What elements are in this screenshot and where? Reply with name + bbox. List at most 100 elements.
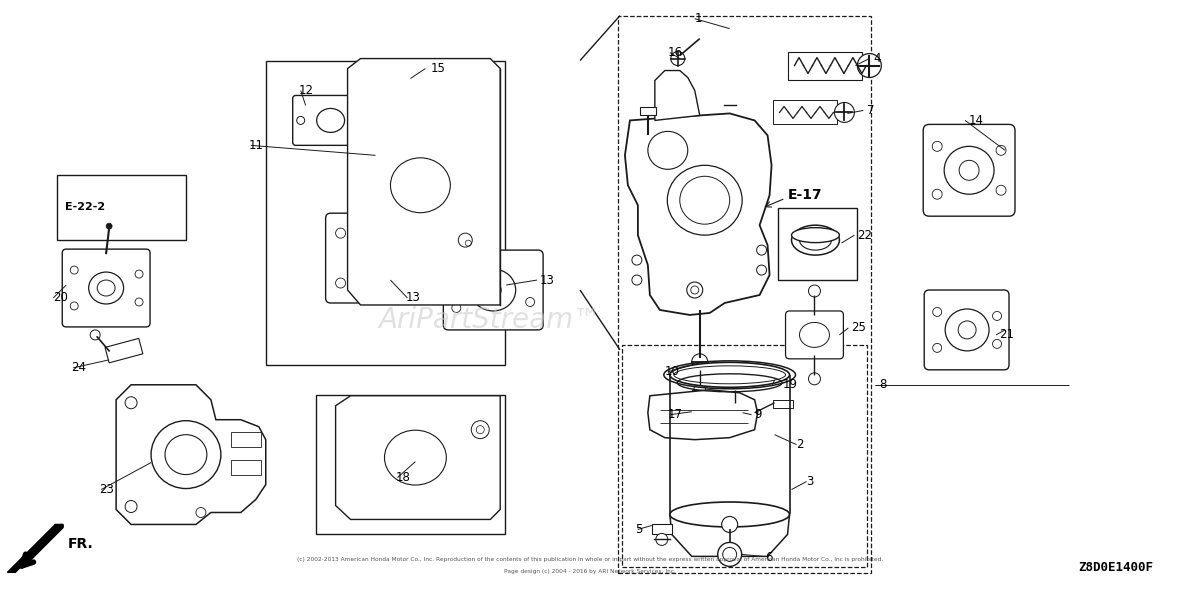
Text: 15: 15: [431, 62, 445, 75]
Circle shape: [632, 275, 642, 285]
Circle shape: [71, 302, 78, 310]
Text: 14: 14: [969, 114, 984, 127]
Circle shape: [335, 228, 346, 238]
Polygon shape: [625, 113, 772, 315]
Circle shape: [90, 330, 100, 340]
Circle shape: [428, 133, 437, 142]
Circle shape: [996, 145, 1007, 155]
Text: E-22-2: E-22-2: [65, 202, 105, 212]
Ellipse shape: [792, 228, 839, 242]
Bar: [787, 51, 863, 80]
Circle shape: [452, 267, 461, 277]
Text: 23: 23: [99, 483, 114, 496]
Circle shape: [428, 169, 437, 178]
Text: 24: 24: [71, 361, 86, 374]
Text: 4: 4: [873, 52, 880, 65]
Circle shape: [359, 169, 368, 178]
Ellipse shape: [670, 362, 789, 387]
Polygon shape: [348, 58, 500, 305]
Text: 6: 6: [766, 551, 773, 564]
FancyBboxPatch shape: [786, 311, 844, 359]
Circle shape: [135, 270, 143, 278]
Text: 25: 25: [852, 322, 866, 335]
Text: 10: 10: [664, 365, 680, 378]
Polygon shape: [648, 390, 758, 440]
Circle shape: [722, 516, 738, 532]
Bar: [618, 16, 871, 573]
Circle shape: [756, 265, 767, 275]
Circle shape: [932, 307, 942, 316]
Ellipse shape: [670, 502, 789, 527]
Text: 1: 1: [695, 12, 702, 25]
Text: E-17: E-17: [787, 188, 822, 202]
Polygon shape: [7, 525, 64, 572]
Polygon shape: [116, 385, 266, 525]
FancyBboxPatch shape: [326, 213, 445, 303]
Text: 13: 13: [406, 291, 420, 304]
Text: 20: 20: [53, 291, 68, 304]
Bar: [58, 175, 186, 240]
Text: Page design (c) 2004 - 2016 by ARI Network Services, Inc.: Page design (c) 2004 - 2016 by ARI Netwo…: [504, 569, 676, 574]
Polygon shape: [655, 71, 700, 120]
Text: 18: 18: [395, 471, 411, 484]
Circle shape: [359, 133, 368, 142]
Circle shape: [656, 533, 668, 545]
Circle shape: [725, 403, 745, 422]
Text: 19: 19: [782, 378, 798, 391]
Circle shape: [932, 189, 942, 199]
Circle shape: [296, 116, 304, 124]
Bar: [231, 432, 261, 447]
Bar: [640, 107, 656, 116]
Text: FR.: FR.: [68, 537, 94, 552]
Circle shape: [694, 384, 706, 396]
Circle shape: [356, 116, 365, 124]
FancyBboxPatch shape: [63, 249, 150, 327]
Circle shape: [670, 51, 684, 65]
Text: 3: 3: [806, 475, 814, 488]
Circle shape: [808, 373, 820, 385]
Text: 11: 11: [249, 139, 264, 152]
FancyBboxPatch shape: [350, 119, 445, 192]
FancyBboxPatch shape: [923, 124, 1015, 216]
Circle shape: [992, 339, 1002, 348]
Bar: [651, 525, 671, 535]
Ellipse shape: [792, 225, 839, 255]
Circle shape: [992, 312, 1002, 320]
Circle shape: [858, 54, 881, 77]
FancyBboxPatch shape: [293, 96, 374, 145]
Text: 17: 17: [668, 408, 683, 421]
Circle shape: [196, 507, 205, 517]
Circle shape: [452, 303, 461, 313]
Circle shape: [427, 265, 438, 275]
Circle shape: [717, 542, 742, 566]
Circle shape: [335, 278, 346, 288]
Circle shape: [834, 103, 854, 122]
Text: 9: 9: [755, 408, 762, 421]
Bar: [691, 390, 708, 412]
Text: 16: 16: [668, 46, 683, 59]
Bar: [778, 208, 858, 280]
Circle shape: [756, 245, 767, 255]
Circle shape: [125, 500, 137, 513]
Text: 13: 13: [540, 274, 555, 287]
Circle shape: [525, 297, 535, 306]
Circle shape: [932, 142, 942, 152]
Circle shape: [106, 223, 112, 229]
Text: 5: 5: [635, 523, 642, 536]
Bar: [105, 339, 143, 363]
Bar: [231, 460, 261, 474]
Circle shape: [632, 255, 642, 265]
Text: 22: 22: [858, 229, 872, 242]
Circle shape: [996, 185, 1007, 195]
Circle shape: [71, 266, 78, 274]
Text: Z8D0E1400F: Z8D0E1400F: [1079, 561, 1154, 574]
Circle shape: [932, 343, 942, 352]
Bar: [773, 400, 793, 408]
Circle shape: [135, 298, 143, 306]
Circle shape: [808, 285, 820, 297]
Text: 7: 7: [867, 104, 874, 117]
Bar: [773, 100, 838, 124]
FancyBboxPatch shape: [444, 250, 543, 330]
Text: (c) 2002-2013 American Honda Motor Co., Inc. Reproduction of the contents of thi: (c) 2002-2013 American Honda Motor Co., …: [297, 557, 883, 562]
Text: 12: 12: [299, 84, 314, 97]
